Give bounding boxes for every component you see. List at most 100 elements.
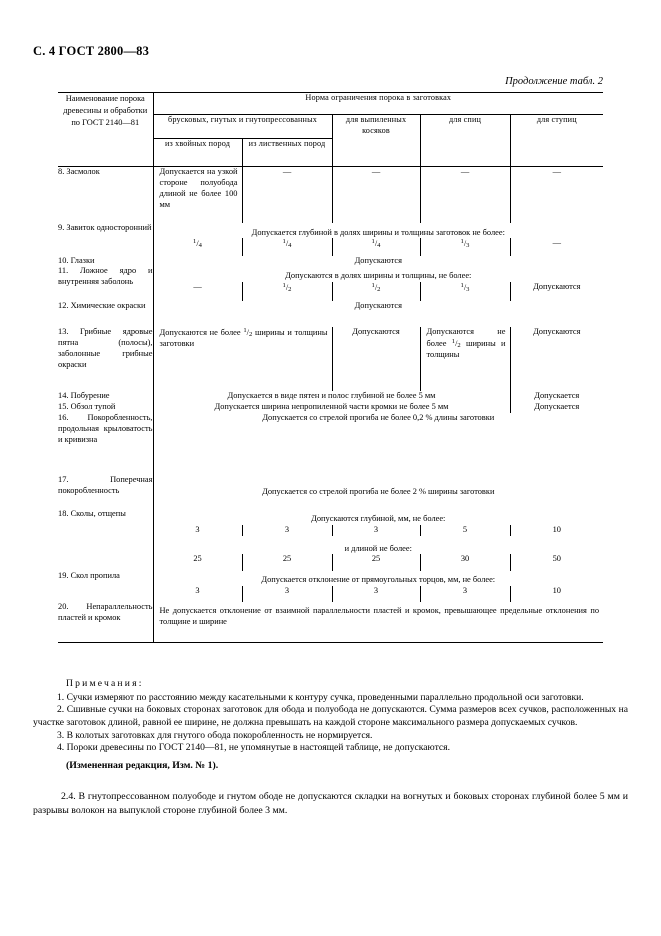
cell-brusk-prefix: Допускаются не более	[159, 328, 244, 338]
frac-numerator: 1	[193, 238, 197, 246]
frac-denominator: 2	[457, 341, 461, 349]
row-span-text: Допускаются	[354, 301, 402, 311]
cell-hardwood: 25	[242, 554, 333, 572]
cell-sawn: 25	[332, 554, 421, 572]
cell-hardwood: 3	[242, 524, 333, 536]
note-item: 2. Сшивные сучки на боковых сторонах заг…	[33, 704, 628, 728]
table-row: 16. Покоробленность, продольная крыловат…	[58, 413, 603, 475]
frac-denominator: 4	[377, 242, 381, 249]
cell-spokes: —	[420, 166, 511, 223]
header-col-hubs: для ступиц	[510, 114, 604, 167]
row-span-text-2: и длиной не более:	[344, 543, 412, 553]
row-name: 12. Химические окраски	[58, 301, 154, 328]
note-item: 4. Пороки древесины по ГОСТ 2140—81, не …	[57, 742, 450, 754]
cell-softwood: 25	[153, 554, 243, 572]
frac-numerator: 1	[371, 238, 375, 246]
frac-numerator: 1	[282, 238, 286, 246]
table-row: 11. Ложное ядро и внутренняя заболонь До…	[58, 266, 603, 302]
row-name: 9. Завиток односторонний	[58, 222, 154, 256]
cell-sawn: 1/4	[332, 238, 421, 256]
frac-numerator: 1	[460, 238, 464, 246]
table-row: 19. Скол пропила Допускается отклонение …	[58, 571, 603, 603]
row-wide-text: Допускается ширина непропиленной части к…	[153, 402, 511, 413]
table-row: 10. Глазки Допускаются	[58, 255, 603, 267]
header-col-spokes: для спиц	[420, 114, 511, 167]
cell-spokes: 1/3	[420, 282, 511, 302]
row-name: 19. Скол пропила	[58, 571, 154, 603]
frac-denominator: 4	[288, 242, 292, 249]
cell-brusk: Допускаются не более 1/2 ширины и толщин…	[153, 327, 333, 392]
cell-softwood: 3	[153, 524, 243, 536]
cell-spokes: 3	[420, 586, 511, 603]
row-wide-text: Допускается в виде пятен и полос глубино…	[153, 391, 511, 403]
table-row: 18. Сколы, отщепы Допускаются глубиной, …	[58, 509, 603, 572]
cell-hubs: Допускаются	[533, 327, 581, 337]
cell-hardwood: 1/4	[242, 238, 333, 256]
frac-denominator: 2	[288, 285, 292, 293]
frac-denominator: 2	[377, 285, 381, 293]
cell-sawn: Допускаются	[332, 327, 421, 392]
row-span-text: Допускается глубиной в долях ширины и то…	[251, 227, 505, 237]
cell-softwood: —	[153, 282, 243, 302]
table-row: 14. Побурение Допускается в виде пятен и…	[58, 391, 603, 403]
table-row-values: 1/4 1/4 1/4 1/3 —	[58, 238, 603, 256]
cell-hardwood: 3	[242, 586, 333, 603]
header-col-softwood: из хвойных пород	[153, 138, 243, 167]
cell-sawn: 1/2	[332, 282, 421, 302]
row-name: 13. Грибные ядровые пятна (полосы), забо…	[58, 327, 154, 392]
row-span-text: Допускается со стрелой прогиба не более …	[262, 486, 495, 496]
cell-brusk-suffix: ширины и толщины заготовки	[159, 328, 328, 349]
frac-denominator: 3	[466, 242, 470, 249]
paragraph-2-4: 2.4. В гнутопрессованном полуободе и гну…	[33, 791, 628, 816]
row-span-text: Допускаются в долях ширины и толщины, не…	[285, 271, 472, 281]
table-body: 8. Засмолок Допускается на узкой стороне…	[58, 166, 604, 643]
table-row: 12. Химические окраски Допускаются	[58, 301, 603, 328]
revision-note: (Измененная редакция, Изм. № 1).	[66, 760, 219, 771]
cell-spokes-prefix: Допускаются не более	[426, 327, 506, 349]
frac-numerator: 1	[282, 282, 286, 290]
table-row-values: — 1/2 1/2 1/3 Допускаются	[58, 282, 603, 302]
cell-spokes: 5	[420, 524, 511, 536]
frac-numerator: 1	[243, 327, 247, 335]
frac-denominator: 2	[248, 330, 253, 338]
cell-hubs: Допускается	[534, 391, 580, 401]
frac-numerator: 1	[371, 282, 375, 290]
notes-title: Примечания:	[66, 678, 144, 689]
cell-spokes: 30	[420, 554, 511, 572]
cell-spokes-suffix: ширины и толщины	[426, 339, 506, 360]
header-defect-name: Наименование порока древесины и обработк…	[58, 92, 154, 167]
frac-denominator: 3	[466, 285, 470, 293]
row-span-text: Допускается со стрелой прогиба не более …	[262, 413, 495, 422]
header-col-sawn: для выпиленных косяков	[332, 114, 421, 167]
notes-block: Примечания: 1. Сучки измеряют по расстоя…	[33, 678, 628, 755]
table-row-values: 25 25 25 30 50	[58, 554, 603, 572]
cell-hardwood: —	[242, 166, 333, 223]
cell-hardwood: 1/2	[242, 282, 333, 302]
row-name: 15. Обзол тупой	[58, 402, 154, 413]
cell-softwood: 3	[153, 586, 243, 603]
frac-numerator: 1	[460, 282, 464, 290]
cell-hubs: Допускается	[534, 402, 580, 412]
cell-sawn: 3	[332, 586, 421, 603]
table-row: 13. Грибные ядровые пятна (полосы), забо…	[58, 327, 603, 392]
note-item: 3. В колотых заготовках для гнутого обод…	[57, 729, 373, 741]
cell-hubs: —	[552, 167, 561, 176]
cell-hubs: 10	[552, 586, 561, 596]
header-group-title: Норма ограничения порока в заготовках	[153, 92, 604, 115]
row-name: 8. Засмолок	[58, 166, 154, 223]
table-row: 9. Завиток односторонний Допускается глу…	[58, 222, 603, 256]
row-span-text: Не допускается отклонение от взаимной па…	[153, 602, 604, 643]
row-span-text: Допускаются глубиной, мм, не более:	[311, 514, 446, 523]
running-head: С. 4 ГОСТ 2800—83	[33, 44, 150, 58]
cell-softwood: Допускается на узкой стороне полуобода д…	[153, 166, 243, 223]
note-item: 1. Сучки измеряют по расстоянию между ка…	[57, 691, 584, 703]
cell-hubs: 10	[552, 524, 561, 534]
row-span-text: Допускается отклонение от прямоугольных …	[261, 575, 496, 585]
table-header: Наименование порока древесины и обработк…	[58, 92, 604, 167]
row-name: 20. Непараллельность пластей и кромок	[58, 602, 154, 643]
row-name: 14. Побурение	[58, 391, 154, 403]
table-row: 20. Непараллельность пластей и кромок Не…	[58, 602, 604, 643]
row-span-text: Допускаются	[354, 255, 402, 265]
defects-table-wrapper: Наименование порока древесины и обработк…	[58, 92, 604, 643]
